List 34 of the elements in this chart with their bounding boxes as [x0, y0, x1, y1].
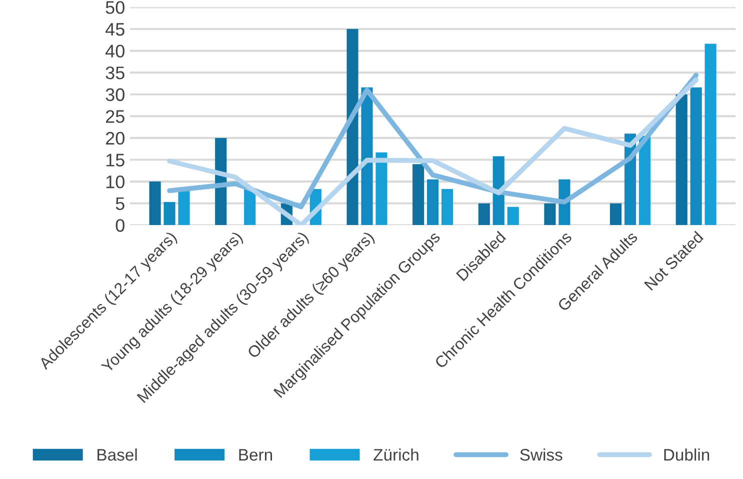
y-tick-label: 25 [106, 110, 124, 123]
bar [412, 164, 424, 226]
bar [361, 87, 373, 226]
bar [427, 179, 439, 226]
y-tick-label: 5 [116, 197, 124, 210]
bar [376, 152, 388, 226]
bar [544, 203, 556, 226]
bar [149, 182, 161, 226]
legend-label: Basel [98, 448, 137, 461]
y-tick-label: 50 [106, 1, 124, 14]
bar [704, 44, 716, 226]
bar [164, 202, 176, 226]
y-tick-label: 30 [106, 88, 124, 102]
y-tick-label: 0 [116, 219, 124, 232]
legend-label: Zürich [374, 448, 418, 461]
bar [638, 136, 651, 226]
bar [507, 206, 519, 226]
bar [441, 188, 454, 226]
bar [676, 94, 688, 226]
y-tick-label: 45 [105, 23, 124, 36]
bar [610, 203, 622, 226]
y-tick-label: 20 [106, 132, 124, 145]
legend-label: Bern [239, 449, 272, 461]
y-tick-label: 40 [105, 44, 124, 58]
y-tick-label: 10 [106, 175, 124, 188]
bar [244, 188, 256, 226]
bar [478, 203, 490, 226]
bar [346, 28, 358, 226]
y-tick-label: 15 [106, 154, 124, 166]
bar [178, 190, 190, 226]
bar [690, 87, 702, 226]
legend-label: Dublin [664, 448, 710, 461]
y-tick-label: 35 [106, 66, 124, 80]
legend-label: Swiss [520, 448, 562, 461]
